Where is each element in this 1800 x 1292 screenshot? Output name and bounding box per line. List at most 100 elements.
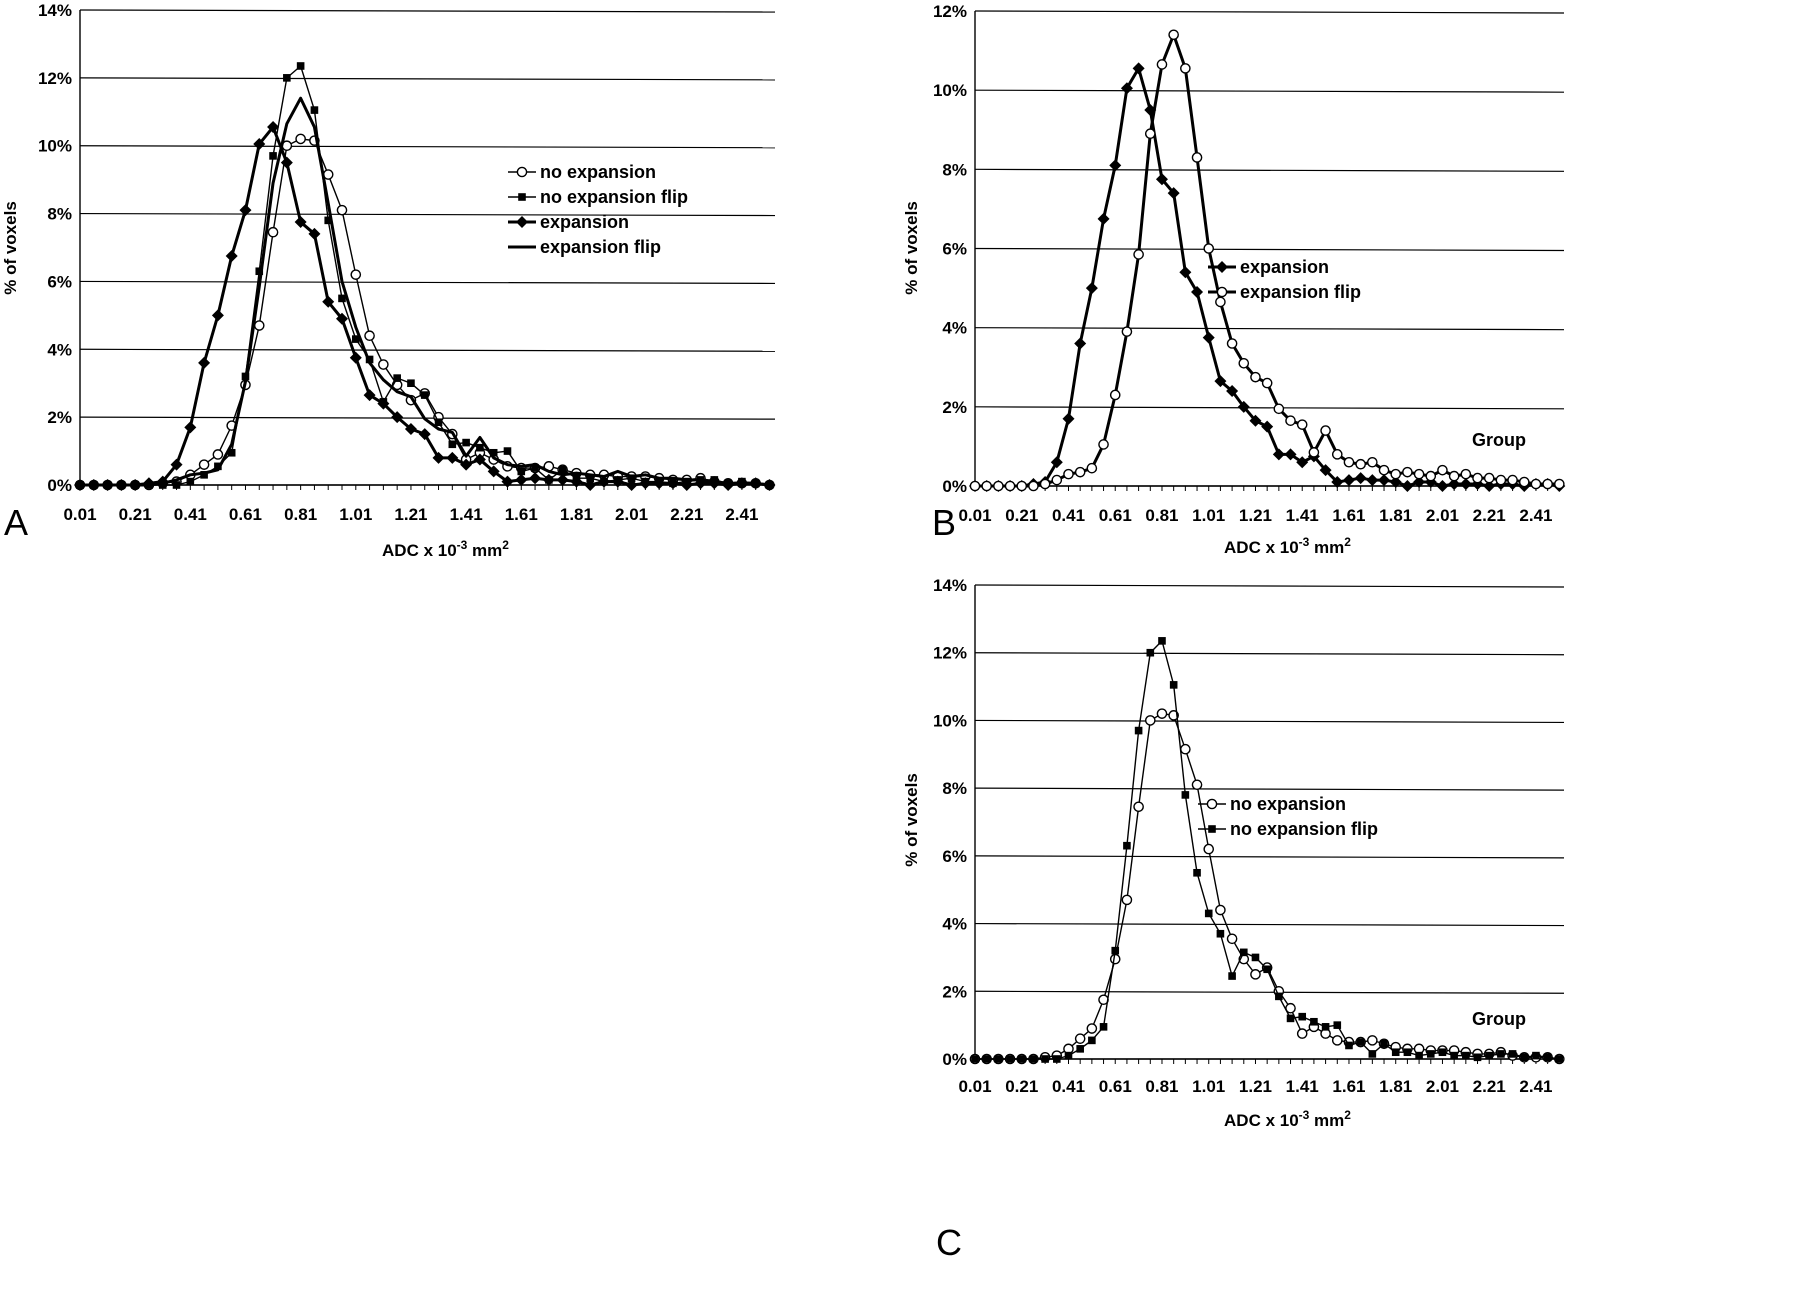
data-point bbox=[1367, 456, 1378, 468]
data-point bbox=[1156, 59, 1168, 70]
x-tick-label: 1.61 bbox=[1332, 506, 1365, 525]
gridline bbox=[974, 168, 1565, 172]
gridline bbox=[79, 280, 776, 285]
data-point bbox=[1497, 1050, 1505, 1058]
data-point bbox=[448, 440, 457, 449]
y-tick-label: 10% bbox=[38, 137, 72, 156]
data-point bbox=[420, 391, 429, 399]
series-no-expansion-flip bbox=[76, 62, 774, 489]
gridline bbox=[974, 652, 1565, 656]
data-point bbox=[1193, 868, 1201, 877]
data-point bbox=[1391, 1048, 1400, 1057]
data-point bbox=[200, 471, 208, 479]
data-point bbox=[1320, 425, 1331, 436]
y-tick-label: 2% bbox=[942, 982, 967, 1001]
data-point bbox=[473, 453, 486, 466]
x-tick-label: 1.21 bbox=[1239, 1077, 1272, 1096]
chart-b-svg: 0% 2% 4% 6% 8% 10% 12% 0.01 0.21 0.41 0.61 0.81 1.01… bbox=[902, 2, 1566, 557]
x-tick-label: 0.01 bbox=[63, 505, 96, 524]
data-point bbox=[1261, 377, 1273, 389]
panel-letter-a: A bbox=[4, 502, 29, 543]
data-point bbox=[1216, 929, 1225, 938]
data-point bbox=[1520, 1053, 1529, 1062]
data-point bbox=[1284, 448, 1297, 461]
data-point bbox=[296, 62, 305, 70]
data-point bbox=[1226, 933, 1238, 945]
legend-label: expansion bbox=[1240, 257, 1329, 277]
x-axis-title: ADC x 10-3 mm2 bbox=[382, 538, 509, 560]
gridline bbox=[79, 9, 776, 13]
data-point bbox=[393, 374, 401, 382]
data-point bbox=[1144, 128, 1156, 140]
data-point bbox=[1109, 953, 1121, 965]
legend-marker bbox=[518, 193, 526, 201]
data-point bbox=[1123, 841, 1131, 850]
data-point bbox=[1099, 1023, 1108, 1031]
data-point bbox=[1555, 1055, 1564, 1063]
data-point bbox=[570, 475, 583, 488]
y-tick-label: 8% bbox=[942, 779, 967, 798]
data-point bbox=[1485, 1051, 1494, 1060]
y-tick-label: 2% bbox=[942, 398, 967, 417]
data-point bbox=[391, 411, 404, 424]
gridline bbox=[974, 89, 1565, 93]
legend-label: no expansion bbox=[540, 162, 656, 182]
data-point bbox=[1074, 337, 1087, 350]
data-point bbox=[336, 312, 349, 325]
data-point bbox=[1249, 414, 1262, 427]
x-tick-label: 0.61 bbox=[1099, 506, 1132, 525]
x-tick-label: 2.21 bbox=[1473, 506, 1506, 525]
chart-panel-a: 0% 2% 4% 6% 8% 10% 12% 14% 0.01 0.21 0.41 0.61 0.81 1… bbox=[0, 0, 900, 560]
data-point bbox=[1425, 470, 1437, 482]
data-point bbox=[1062, 412, 1075, 425]
data-point bbox=[227, 448, 236, 457]
data-point bbox=[1507, 474, 1518, 486]
data-point bbox=[1016, 480, 1028, 492]
gridline bbox=[974, 855, 1565, 859]
data-point bbox=[1331, 449, 1343, 460]
data-point bbox=[255, 267, 264, 276]
data-point bbox=[404, 423, 417, 436]
data-point bbox=[253, 138, 266, 151]
data-point bbox=[1448, 470, 1460, 482]
data-point bbox=[1228, 972, 1236, 980]
data-point bbox=[1321, 1023, 1330, 1031]
series-expansion bbox=[969, 62, 1566, 492]
data-point bbox=[225, 249, 238, 262]
data-point bbox=[529, 472, 542, 485]
series-no-expansion-flip bbox=[971, 637, 1564, 1063]
data-point bbox=[1237, 400, 1250, 413]
data-point bbox=[1319, 464, 1332, 477]
x-tick-label: 1.21 bbox=[1239, 506, 1272, 525]
data-point bbox=[1286, 1014, 1295, 1023]
data-point bbox=[531, 464, 539, 472]
data-point bbox=[434, 418, 443, 427]
data-point bbox=[1169, 681, 1178, 689]
data-point bbox=[1518, 476, 1530, 488]
data-point bbox=[1121, 894, 1133, 906]
data-point bbox=[1158, 637, 1166, 645]
data-point bbox=[1226, 338, 1238, 349]
gridline bbox=[974, 922, 1565, 927]
data-point bbox=[584, 479, 597, 491]
data-point bbox=[1053, 1055, 1061, 1063]
data-point bbox=[1204, 909, 1213, 918]
legend-marker bbox=[1216, 286, 1228, 298]
data-point bbox=[1296, 456, 1309, 469]
data-point bbox=[542, 473, 555, 486]
y-tick-label: 4% bbox=[47, 340, 72, 359]
x-tick-label: 2.41 bbox=[1519, 1077, 1552, 1096]
data-point bbox=[1508, 1050, 1517, 1058]
data-point bbox=[214, 462, 222, 471]
data-point bbox=[1450, 1051, 1458, 1060]
data-point bbox=[1226, 385, 1239, 397]
x-tick-label: 0.41 bbox=[1052, 1077, 1085, 1096]
x-tick-label: 1.81 bbox=[1379, 1077, 1412, 1096]
data-point bbox=[1041, 1055, 1049, 1063]
x-tick-label: 1.61 bbox=[1332, 1077, 1365, 1096]
data-point bbox=[982, 1055, 991, 1063]
data-point bbox=[1051, 474, 1063, 486]
data-point bbox=[212, 449, 224, 460]
x-tick-label: 2.21 bbox=[670, 505, 703, 524]
data-point bbox=[1483, 480, 1496, 492]
